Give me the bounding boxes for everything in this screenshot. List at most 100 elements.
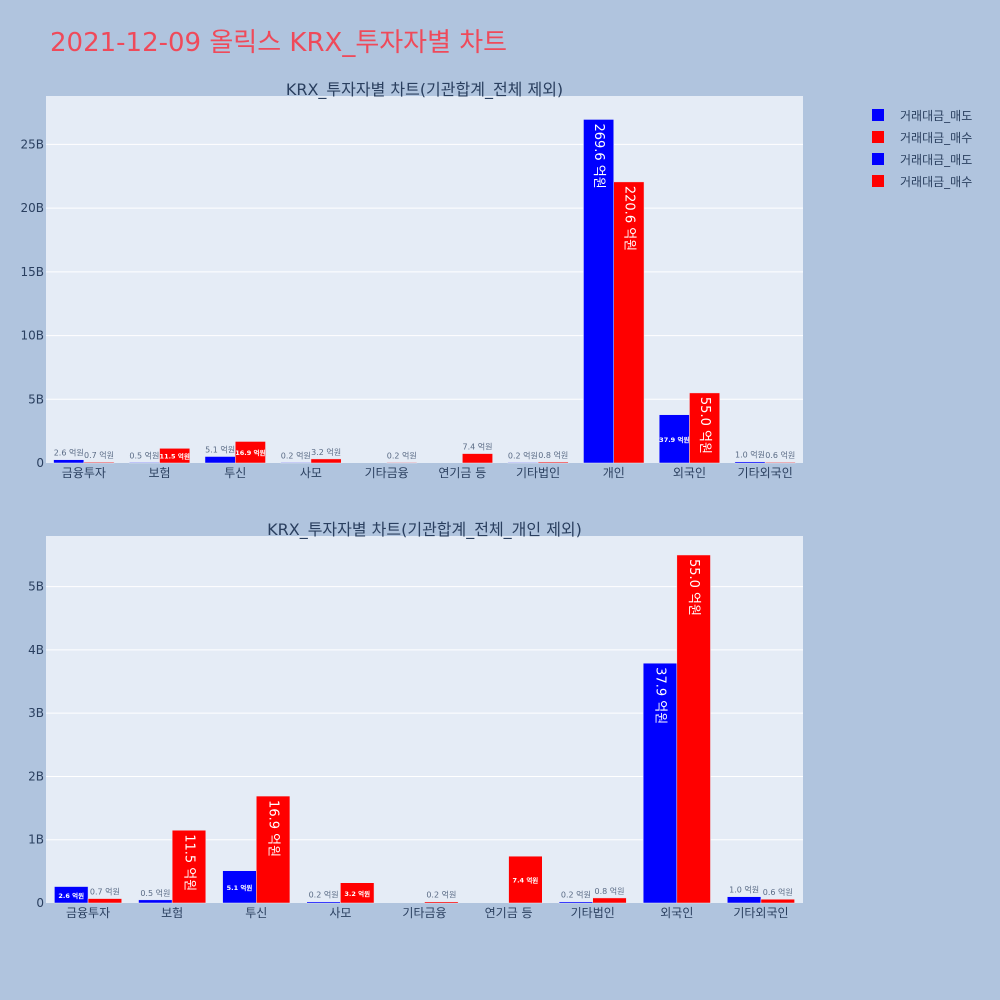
legend-item-sell-1[interactable]: 거래대금_매도	[872, 104, 972, 126]
bar-buy	[87, 898, 122, 904]
bar-value-label: 269.6 억원	[591, 123, 606, 188]
bar-buy	[171, 829, 207, 904]
bar-value-label: 0.8 억원	[538, 450, 568, 460]
bar-value-label: 0.2 억원	[309, 890, 339, 900]
bar-buy	[508, 855, 543, 904]
bar-value-label: 16.9 억원	[266, 800, 281, 857]
legend-item-buy-1[interactable]: 거래대금_매수	[872, 126, 972, 148]
legend-item-sell-2[interactable]: 거래대금_매도	[872, 148, 972, 170]
bar-value-label: 220.6 억원	[621, 186, 636, 251]
y-tick-label: 5B	[28, 392, 44, 406]
bar-buy	[159, 448, 191, 464]
legend-label: 거래대금_매도	[900, 152, 973, 167]
bar-value-label: 3.2 억원	[311, 447, 341, 457]
legend-label: 거래대금_매도	[900, 108, 973, 123]
y-tick-label: 1B	[28, 833, 44, 847]
x-tick-label: 연기금 등	[485, 906, 533, 920]
bar-buy	[235, 441, 266, 464]
bar-sell	[642, 662, 678, 904]
legend-item-buy-2[interactable]: 거래대금_매수	[872, 170, 972, 192]
bar-value-label: 1.0 억원	[729, 885, 759, 895]
x-tick-label: 외국인	[673, 466, 706, 480]
bar-value-label: 0.5 억원	[140, 888, 170, 898]
bar-value-label: 16.9 억원	[235, 448, 265, 457]
subplot-title: KRX_투자자별 차트(기관합계_전체_개인 제외)	[267, 520, 582, 540]
x-tick-label: 외국인	[660, 906, 693, 920]
bar-buy	[424, 901, 459, 904]
y-tick-label: 2B	[28, 769, 44, 783]
bar-value-label: 7.4 억원	[513, 876, 539, 885]
bar-value-label: 0.2 억원	[281, 451, 311, 461]
bar-sell	[306, 901, 341, 904]
bar-value-label: 0.2 억원	[508, 451, 538, 461]
x-tick-label: 금융투자	[62, 466, 106, 480]
bar-value-label: 0.6 억원	[763, 887, 793, 897]
y-tick-label: 5B	[28, 580, 44, 594]
x-tick-label: 연기금 등	[438, 466, 486, 480]
x-tick-label: 투신	[245, 906, 267, 920]
legend-label: 거래대금_매수	[900, 130, 973, 145]
x-tick-label: 금융투자	[66, 906, 110, 920]
bar-sell	[138, 899, 173, 904]
bar-value-label: 0.7 억원	[90, 887, 120, 897]
y-tick-label: 0	[36, 456, 44, 470]
y-tick-label: 10B	[20, 329, 44, 343]
legend-swatch-sell	[872, 153, 884, 165]
bar-buy	[340, 882, 375, 904]
bar-value-label: 2.6 억원	[54, 448, 84, 458]
bar-value-label: 0.2 억원	[387, 451, 417, 461]
x-tick-label: 기타외국인	[738, 466, 793, 480]
bar-value-label: 55.0 억원	[697, 397, 712, 454]
x-tick-label: 사모	[329, 906, 351, 920]
bar-value-label: 0.7 억원	[84, 450, 114, 460]
bar-sell	[53, 459, 85, 464]
bar-sell	[280, 462, 312, 464]
x-tick-label: 보험	[149, 466, 171, 480]
y-tick-label: 20B	[20, 201, 44, 215]
x-tick-label: 개인	[603, 466, 625, 480]
x-tick-label: 기타외국인	[733, 906, 788, 920]
bar-value-label: 11.5 억원	[181, 834, 196, 891]
bar-value-label: 0.5 억원	[129, 450, 159, 460]
bar-buy	[83, 461, 115, 464]
bar-value-label: 3.2 억원	[344, 889, 370, 898]
bar-sell	[507, 462, 539, 464]
bar-sell	[54, 886, 89, 904]
legend-swatch-sell	[872, 109, 884, 121]
x-tick-label: 기타금융	[402, 906, 446, 920]
bar-sell	[734, 461, 766, 464]
y-tick-label: 4B	[28, 643, 44, 657]
x-tick-label: 기타법인	[571, 906, 615, 920]
bar-buy	[613, 181, 645, 464]
x-tick-label: 투신	[224, 466, 246, 480]
legend[interactable]: 거래대금_매도 거래대금_매수 거래대금_매도 거래대금_매수	[872, 104, 972, 192]
bar-value-label: 37.9 억원	[659, 435, 689, 444]
bar-value-label: 0.2 억원	[426, 890, 456, 900]
bar-sell	[727, 896, 762, 904]
bar-value-label: 7.4 억원	[462, 442, 492, 452]
bar-value-label: 5.1 억원	[227, 883, 253, 892]
bar-buy	[676, 554, 711, 904]
bar-buy	[592, 897, 627, 904]
bar-value-label: 0.6 억원	[765, 450, 795, 460]
bar-sell	[558, 901, 593, 904]
bar-sell	[204, 456, 236, 464]
bar-value-label: 0.2 억원	[561, 890, 591, 900]
bar-buy	[689, 392, 720, 464]
bar-buy	[462, 453, 493, 464]
bar-value-label: 11.5 억원	[160, 452, 190, 461]
legend-swatch-buy	[872, 131, 884, 143]
bar-sell	[583, 119, 614, 464]
bar-value-label: 1.0 억원	[735, 450, 765, 460]
bar-sell	[658, 414, 690, 464]
legend-label: 거래대금_매수	[900, 174, 973, 189]
x-tick-label: 기타금융	[365, 466, 409, 480]
y-tick-label: 0	[36, 896, 44, 910]
x-tick-label: 보험	[161, 906, 183, 920]
bar-sell	[129, 462, 160, 464]
bar-buy	[760, 898, 795, 904]
bar-value-label: 0.8 억원	[595, 886, 625, 896]
x-tick-label: 기타법인	[516, 466, 560, 480]
bar-value-label: 55.0 억원	[686, 559, 701, 616]
